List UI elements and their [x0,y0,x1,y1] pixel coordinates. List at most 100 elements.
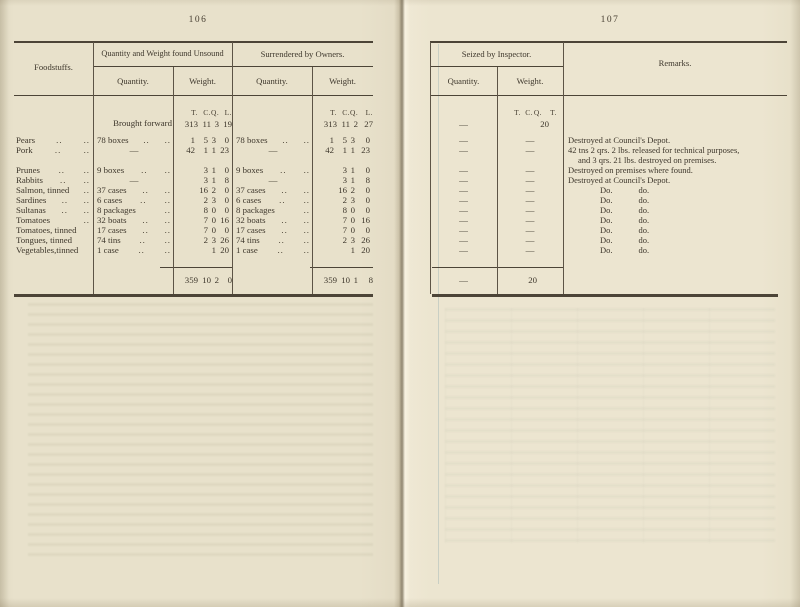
left-subtotal-rule-2 [310,267,373,268]
unsound-weight-cell: 7 0 16 [173,215,232,225]
remark-do: do. [638,195,650,205]
text: Tomatoes, tinned [16,225,77,235]
remark-line: and 3 qrs. 21 lbs. destroyed on premises… [578,155,717,165]
right-table-header-rule [430,95,787,96]
dot-leader: .. [83,135,90,145]
weight-part: 0 [365,225,370,235]
weight-part: 3 [350,235,355,245]
weight-part: 0 [350,225,355,235]
unsound-quantity-cell: 6 cases.... [93,195,173,205]
weight-part: 1 [350,165,355,175]
seized-quantity-cell: — [459,145,468,155]
unit-c: C. [203,108,211,117]
remarks-cell: Do. do. [563,225,787,235]
units-row-seized: T. C. Q. T. [499,108,565,117]
table-row: — — Do. do. [430,195,787,205]
seized-quantity-cell: — [459,215,468,225]
remarks-cell: Do. do. [563,245,787,255]
weight-part: 1 [329,135,334,145]
text: 74 tins [97,235,121,245]
dot-leader: .. [164,245,171,255]
dot-leader: .. [277,245,284,255]
remark-line: Destroyed on premises where found. [568,165,693,175]
group-header-surrendered: Surrendered by Owners. [260,49,345,59]
unsound-quantity-cell: 78 boxes.... [93,135,173,145]
em-dash: — [268,175,278,185]
weight-part: 42 [325,145,334,155]
group-header-unsound: Quantity and Weight found Unsound [101,49,224,58]
foodstuff-cell: Pork.... [14,145,93,155]
remark-do: do. [638,215,650,225]
text: Salmon, tinned [16,185,70,195]
units-row-unsound: T. C. Q. L. [175,108,235,117]
weight-part: 1 [211,145,216,155]
unsound-quantity-cell: — [93,175,173,185]
weight-part: 3 [342,175,347,185]
text: Rabbits [16,175,43,185]
dot-leader: .. [164,225,171,235]
surrendered-quantity-cell: 17 cases.... [232,225,312,235]
seized-weight-cell: — [525,215,535,225]
seized-quantity-cell: — [459,185,468,195]
weight-part [195,245,208,255]
unit-t: T. [514,108,521,117]
surrendered-quantity-cell: 8 packages.. [232,205,312,215]
dot-leader [78,245,90,255]
weight-part: 20 [361,245,370,255]
surrendered-quantity-cell: — [232,175,312,185]
dot-leader: .. [164,195,171,205]
text: 78 boxes [236,135,268,145]
dot-leader: .. [303,185,310,195]
dot-leader: .. [142,185,149,195]
dot-leader [72,235,90,245]
table-row: Vegetables,tinned 1 case.... 1 20 1 case....… [14,245,373,255]
table-row: — — Do. do. [430,245,787,255]
table-row: Tomatoes, tinned 17 cases.... 7 0 0 17 cases.… [14,225,373,235]
unsound-quantity-cell: 8 packages.. [93,205,173,215]
weight-part: 0 [211,225,216,235]
seized-quantity-cell: — [459,175,468,185]
remark-do: Do. [600,225,613,235]
weight-part: 42 [186,145,195,155]
col-header-quantity-1: Quantity. [117,76,149,86]
remark-do: do. [638,225,650,235]
em-dash: — [129,175,139,185]
dot-leader: .. [281,215,288,225]
weight-part: 8 [203,205,208,215]
weight-part: 7 [203,225,208,235]
weight-part [314,175,334,185]
weight-part: 8 [224,175,229,185]
weight-part: 0 [211,215,216,225]
weight-part: 16 [338,185,347,195]
text: Pears [16,135,36,145]
dot-leader: .. [83,215,90,225]
weight-part: 2 [350,185,355,195]
foodstuff-cell: Salmon, tinned.. [14,185,93,195]
seized-quantity-cell: — [459,165,468,175]
weight-part: 2 [342,235,347,245]
dot-leader: .. [58,165,65,175]
unsound-weight-cell: 1 20 [173,245,232,255]
table-row: — — Destroyed at Council's Depot. [430,135,787,145]
seized-quantity-cell: — [459,205,468,215]
weight-part: 1 [211,175,216,185]
weight-part [175,235,195,245]
dot-leader: .. [83,185,90,195]
unsound-quantity-cell: 37 cases.... [93,185,173,195]
left-divider-1 [93,42,94,294]
text: 37 cases [236,185,266,195]
units-row-surrendered: T. C. Q. L. [314,108,376,117]
remark-do: Do. [600,245,613,255]
seized-quantity-cell: — [459,225,468,235]
col-header-weight-seized: Weight. [516,76,544,86]
table-row: — — Do. do. [430,185,787,195]
weight-part: 2 [203,235,208,245]
dot-leader: .. [303,135,310,145]
em-dash: — [129,145,139,155]
table-row: — — Do. do. [430,215,787,225]
dot-leader: .. [279,195,286,205]
weight-part: 0 [365,165,370,175]
